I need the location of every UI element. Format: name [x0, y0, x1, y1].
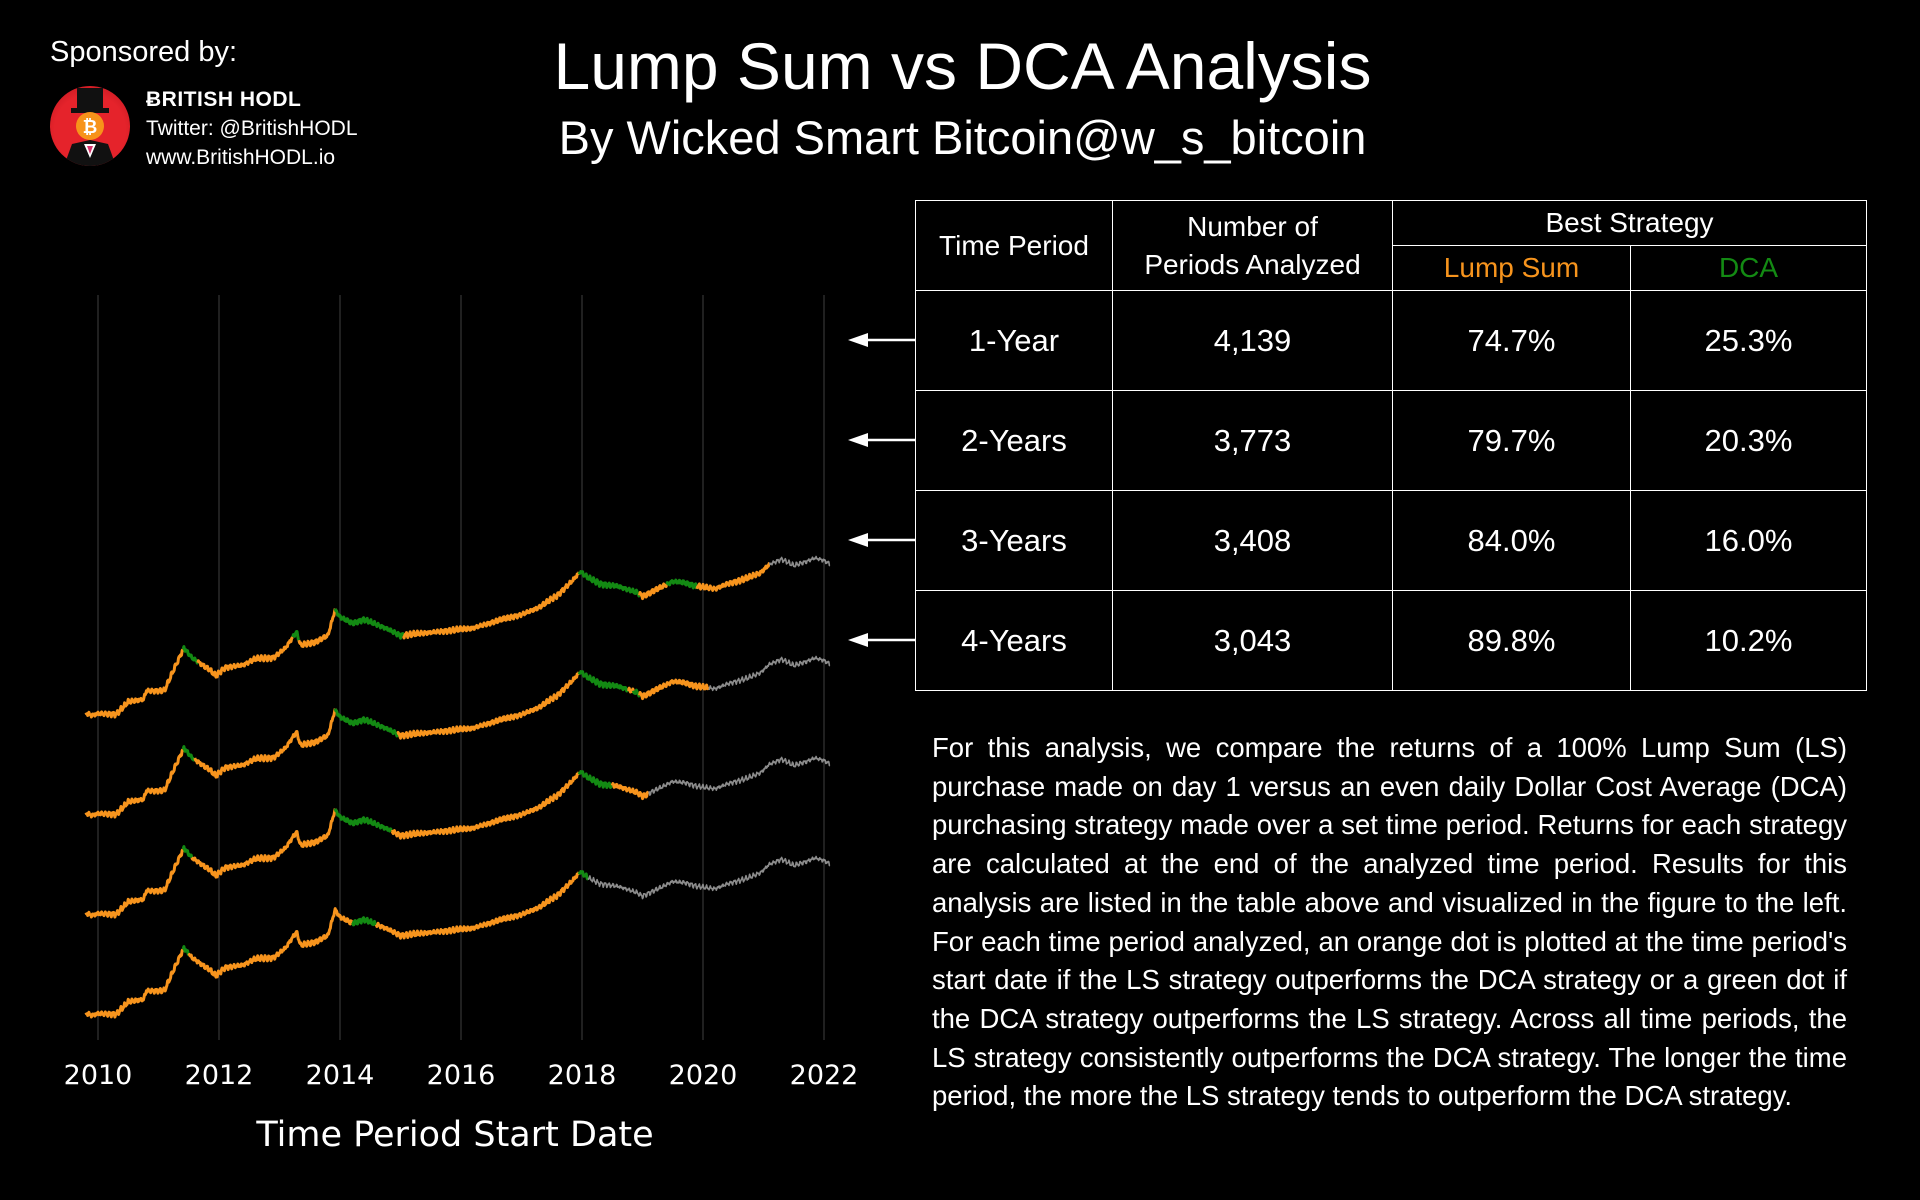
series-line-2-years [181, 745, 197, 762]
series-line-1-year [297, 608, 337, 648]
series-line-3-years [390, 771, 581, 840]
row-period: 4-Years [915, 590, 1113, 691]
row-period: 1-Year [915, 290, 1113, 391]
british-hodl-avatar: ₿ [50, 86, 130, 166]
row-ls-percent: 79.7% [1392, 390, 1631, 491]
series-line-1-year [333, 608, 405, 640]
sponsor-details: ɃRITISH HODL Twitter: @BritishHODL www.B… [146, 86, 446, 172]
row-count: 4,139 [1112, 290, 1393, 391]
series-line-4-years [374, 871, 581, 940]
series-line-2-years [333, 708, 399, 738]
series-line-3-years [84, 848, 185, 919]
series-line-2-years [396, 671, 581, 740]
chart-x-ticks: 2010 2012 2014 2016 2018 2020 2022 [64, 1060, 859, 1091]
row-period: 3-Years [915, 490, 1113, 591]
top-hat-bitcoin-icon: ₿ [64, 88, 116, 166]
series-line-3-years [648, 755, 831, 796]
row-dca-percent: 10.2% [1630, 590, 1867, 691]
col-periods-line2: Periods Analyzed [1144, 248, 1361, 280]
series-line-1-year [768, 555, 831, 568]
series-line-4-years [181, 945, 191, 956]
col-periods-line1: Number of [1187, 210, 1318, 242]
series-line-1-year [577, 570, 641, 598]
row-arrow-1 [848, 333, 915, 347]
table-row: 4-Years 3,043 89.8% 10.2% [915, 590, 1867, 691]
col-time-period: Time Period [915, 200, 1113, 291]
analysis-description: For this analysis, we compare the return… [932, 732, 1847, 1112]
col-best-strategy: Best Strategy [1392, 200, 1867, 246]
series-line-2-years [638, 678, 711, 701]
series-line-4-years [577, 870, 589, 881]
row-dca-percent: 16.0% [1630, 490, 1867, 591]
series-line-1-year [638, 582, 669, 601]
x-tick-label: 2014 [306, 1060, 375, 1091]
page-subtitle: By Wicked Smart Bitcoin@w_s_bitcoin [558, 111, 1367, 164]
row-count: 3,408 [1112, 490, 1393, 591]
row-dca-percent: 20.3% [1630, 390, 1867, 491]
sponsor-website: www.BritishHODL.io [146, 146, 336, 169]
x-tick-label: 2010 [64, 1060, 133, 1091]
series-line-2-years [708, 655, 831, 692]
x-tick-label: 2016 [427, 1060, 496, 1091]
row-arrow-3 [848, 533, 915, 547]
series-line-2-years [626, 686, 635, 694]
series-line-4-years [84, 948, 185, 1019]
series-line-1-year [181, 645, 199, 665]
row-ls-percent: 84.0% [1392, 490, 1631, 591]
x-tick-label: 2012 [185, 1060, 254, 1091]
x-tick-label: 2018 [548, 1060, 617, 1091]
row-dca-percent: 25.3% [1630, 290, 1867, 391]
sponsor-label: Sponsored by: [50, 36, 238, 68]
table-row: 1-Year 4,139 74.7% 25.3% [915, 290, 1867, 391]
row-ls-percent: 74.7% [1392, 290, 1631, 391]
series-line-1-year [665, 578, 699, 590]
series-line-4-years [351, 916, 378, 927]
series-line-2-years [577, 670, 629, 693]
series-line-1-year [695, 561, 771, 592]
series-line-1-year [84, 648, 185, 719]
table-header-row: Time Period Number of Periods Analyzed B… [915, 200, 1867, 291]
row-arrow-2 [848, 433, 915, 447]
table-row: 2-Years 3,773 79.7% 20.3% [915, 390, 1867, 491]
chart-arrows [848, 333, 915, 647]
row-period: 2-Years [915, 390, 1113, 491]
series-line-3-years [181, 845, 194, 858]
row-count: 3,773 [1112, 390, 1393, 491]
x-tick-label: 2022 [790, 1060, 859, 1091]
col-periods-analyzed: Number of Periods Analyzed [1112, 200, 1393, 291]
series-line-1-year [196, 635, 294, 679]
x-tick-label: 2020 [669, 1060, 738, 1091]
series-line-1-year [291, 630, 301, 641]
series-line-2-years [84, 748, 185, 819]
series-line-3-years [577, 770, 614, 789]
results-table: Time Period Number of Periods Analyzed B… [915, 200, 1867, 691]
row-ls-percent: 89.8% [1392, 590, 1631, 691]
series-line-2-years [193, 708, 337, 779]
row-arrow-4 [848, 633, 915, 647]
series-line-1-year [402, 571, 581, 640]
svg-text:₿: ₿ [83, 117, 98, 138]
series-line-4-years [187, 907, 354, 979]
sponsor-twitter: Twitter: @BritishHODL [146, 117, 358, 140]
x-axis-title: Time Period Start Date [255, 1115, 653, 1155]
series-line-4-years [587, 855, 831, 900]
sponsor-name: ɃRITISH HODL [146, 88, 302, 111]
row-count: 3,043 [1112, 590, 1393, 691]
col-dca: DCA [1630, 245, 1867, 291]
series-line-3-years [190, 808, 337, 879]
col-lump-sum: Lump Sum [1392, 245, 1631, 291]
table-row: 3-Years 3,408 84.0% 16.0% [915, 490, 1867, 591]
page-title: Lump Sum vs DCA Analysis [553, 29, 1372, 103]
chart-series [84, 555, 831, 1019]
sponsor-block: Sponsored by: ₿ ɃRITISH HODL Twitter: @B… [50, 36, 358, 169]
series-line-3-years [333, 808, 393, 833]
page-header: Lump Sum vs DCA Analysis By Wicked Smart… [440, 26, 1485, 170]
table-subheader-row: Lump Sum DCA [916, 245, 1867, 291]
series-line-3-years [610, 782, 650, 801]
